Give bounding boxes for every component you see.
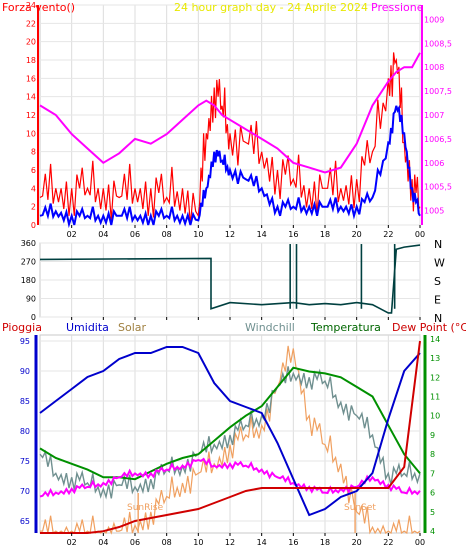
x-tick-label: 22 bbox=[383, 538, 393, 547]
x-tick-label: 16 bbox=[288, 538, 298, 547]
rain-line bbox=[40, 340, 421, 534]
x-tick-label: 10 bbox=[193, 538, 203, 547]
humidity-tick-label: 75 bbox=[20, 457, 30, 466]
legend-windchill: Windchill bbox=[245, 321, 295, 334]
wind-gust-line bbox=[39, 52, 421, 226]
dew-point-line bbox=[39, 457, 421, 498]
x-tick-label: 08 bbox=[162, 538, 172, 547]
y-left-tick-label: 0 bbox=[31, 221, 36, 230]
temperature-tick-label: 9 bbox=[430, 431, 435, 440]
x-tick-label: 06 bbox=[130, 538, 140, 547]
compass-label: E bbox=[434, 294, 441, 307]
temperature-tick-label: 14 bbox=[430, 335, 440, 344]
humidity-tick-label: 85 bbox=[20, 397, 30, 406]
y-right-tick-label: 1006 bbox=[424, 159, 444, 168]
temperature-tick-label: 13 bbox=[430, 354, 440, 363]
y-right-tick-label: 1009 bbox=[424, 15, 444, 24]
temperature-tick-label: 11 bbox=[430, 393, 440, 402]
x-tick-label: 08 bbox=[162, 230, 172, 239]
x-tick-label: 22 bbox=[383, 230, 393, 239]
y-left-tick-label: 2 bbox=[31, 203, 36, 212]
y-left-tick-label: 16 bbox=[26, 74, 36, 83]
legend-rain: Pioggia bbox=[2, 321, 42, 334]
x-tick-label: 20 bbox=[352, 538, 362, 547]
x-tick-label: 00 bbox=[415, 538, 425, 547]
y-left-tick-label: 12 bbox=[26, 111, 36, 120]
x-tick-label: 02 bbox=[67, 230, 77, 239]
legend-solar: Solar bbox=[118, 321, 147, 334]
temperature-tick-label: 8 bbox=[430, 450, 435, 459]
compass-label: W bbox=[434, 257, 445, 270]
sunrise-annotation: SunRise bbox=[127, 503, 164, 513]
x-tick-label: 10 bbox=[193, 230, 203, 239]
x-tick-label: 06 bbox=[130, 230, 140, 239]
compass-label: S bbox=[434, 275, 441, 288]
x-tick-label: 14 bbox=[257, 230, 267, 239]
humidity-tick-label: 70 bbox=[20, 487, 30, 496]
x-tick-label: 18 bbox=[320, 230, 330, 239]
temperature-tick-label: 5 bbox=[430, 508, 435, 517]
y-right-tick-label: 1006,5 bbox=[424, 135, 452, 144]
y-left-tick-label: 10 bbox=[26, 129, 36, 138]
temperature-tick-label: 12 bbox=[430, 373, 440, 382]
wind-average-line bbox=[39, 104, 421, 229]
y-left-tick-label: 4 bbox=[31, 184, 36, 193]
temperature-line bbox=[39, 366, 421, 481]
direction-tick-label: 360 bbox=[21, 239, 36, 248]
legend-dew-point: Dew Point (°C) bbox=[392, 321, 466, 334]
direction-tick-label: 0 bbox=[31, 313, 36, 322]
direction-tick-label: 90 bbox=[26, 295, 36, 304]
y-left-tick-label: 22 bbox=[26, 19, 36, 28]
x-tick-label: 20 bbox=[352, 230, 362, 239]
x-tick-label: 14 bbox=[257, 538, 267, 547]
temperature-tick-label: 7 bbox=[430, 469, 435, 478]
temperature-tick-label: 10 bbox=[430, 412, 440, 421]
y-left-tick-label: 14 bbox=[26, 93, 36, 102]
y-right-tick-label: 1007 bbox=[424, 111, 444, 120]
direction-tick-label: 270 bbox=[21, 258, 36, 267]
series-layer bbox=[39, 52, 421, 535]
compass-label: N bbox=[434, 238, 442, 251]
x-tick-label: 00 bbox=[415, 230, 425, 239]
x-tick-label: 16 bbox=[288, 230, 298, 239]
legend-temperature: Temperatura bbox=[310, 321, 381, 334]
y-right-tick-label: 1008,5 bbox=[424, 39, 452, 48]
x-tick-label: 02 bbox=[67, 538, 77, 547]
wind-speed-label: Forza vento() bbox=[2, 1, 75, 14]
y-right-tick-label: 1007,5 bbox=[424, 87, 452, 96]
compass-label: N bbox=[434, 312, 442, 325]
legend-humidity: Umidita bbox=[66, 321, 109, 334]
x-tick-label: 12 bbox=[225, 230, 235, 239]
y-right-tick-label: 1008 bbox=[424, 63, 444, 72]
y-left-tick-label: 6 bbox=[31, 166, 36, 175]
humidity-tick-label: 65 bbox=[20, 517, 30, 526]
x-tick-label: 12 bbox=[225, 538, 235, 547]
chart-title: 24 hour graph day - 24 Aprile 2024 bbox=[174, 1, 368, 14]
windchill-line bbox=[39, 366, 421, 500]
y-right-tick-label: 1005,5 bbox=[424, 183, 452, 192]
y-left-tick-label: 24 bbox=[26, 1, 36, 10]
y-left-tick-label: 20 bbox=[26, 38, 36, 47]
pressure-line bbox=[39, 52, 421, 174]
humidity-tick-label: 90 bbox=[20, 367, 30, 376]
temperature-tick-label: 6 bbox=[430, 489, 435, 498]
x-tick-label: 04 bbox=[98, 230, 108, 239]
temperature-tick-label: 4 bbox=[430, 527, 435, 536]
pressure-label: Pressione bbox=[371, 1, 424, 14]
humidity-tick-label: 95 bbox=[20, 337, 30, 346]
y-left-tick-label: 8 bbox=[31, 148, 36, 157]
humidity-line bbox=[39, 346, 421, 517]
direction-tick-label: 180 bbox=[21, 276, 36, 285]
y-right-tick-label: 1005 bbox=[424, 207, 444, 216]
x-tick-label: 04 bbox=[98, 538, 108, 547]
x-tick-label: 18 bbox=[320, 538, 330, 547]
y-left-tick-label: 18 bbox=[26, 56, 36, 65]
sunset-annotation: SunSet bbox=[344, 503, 376, 513]
humidity-tick-label: 80 bbox=[20, 427, 30, 436]
